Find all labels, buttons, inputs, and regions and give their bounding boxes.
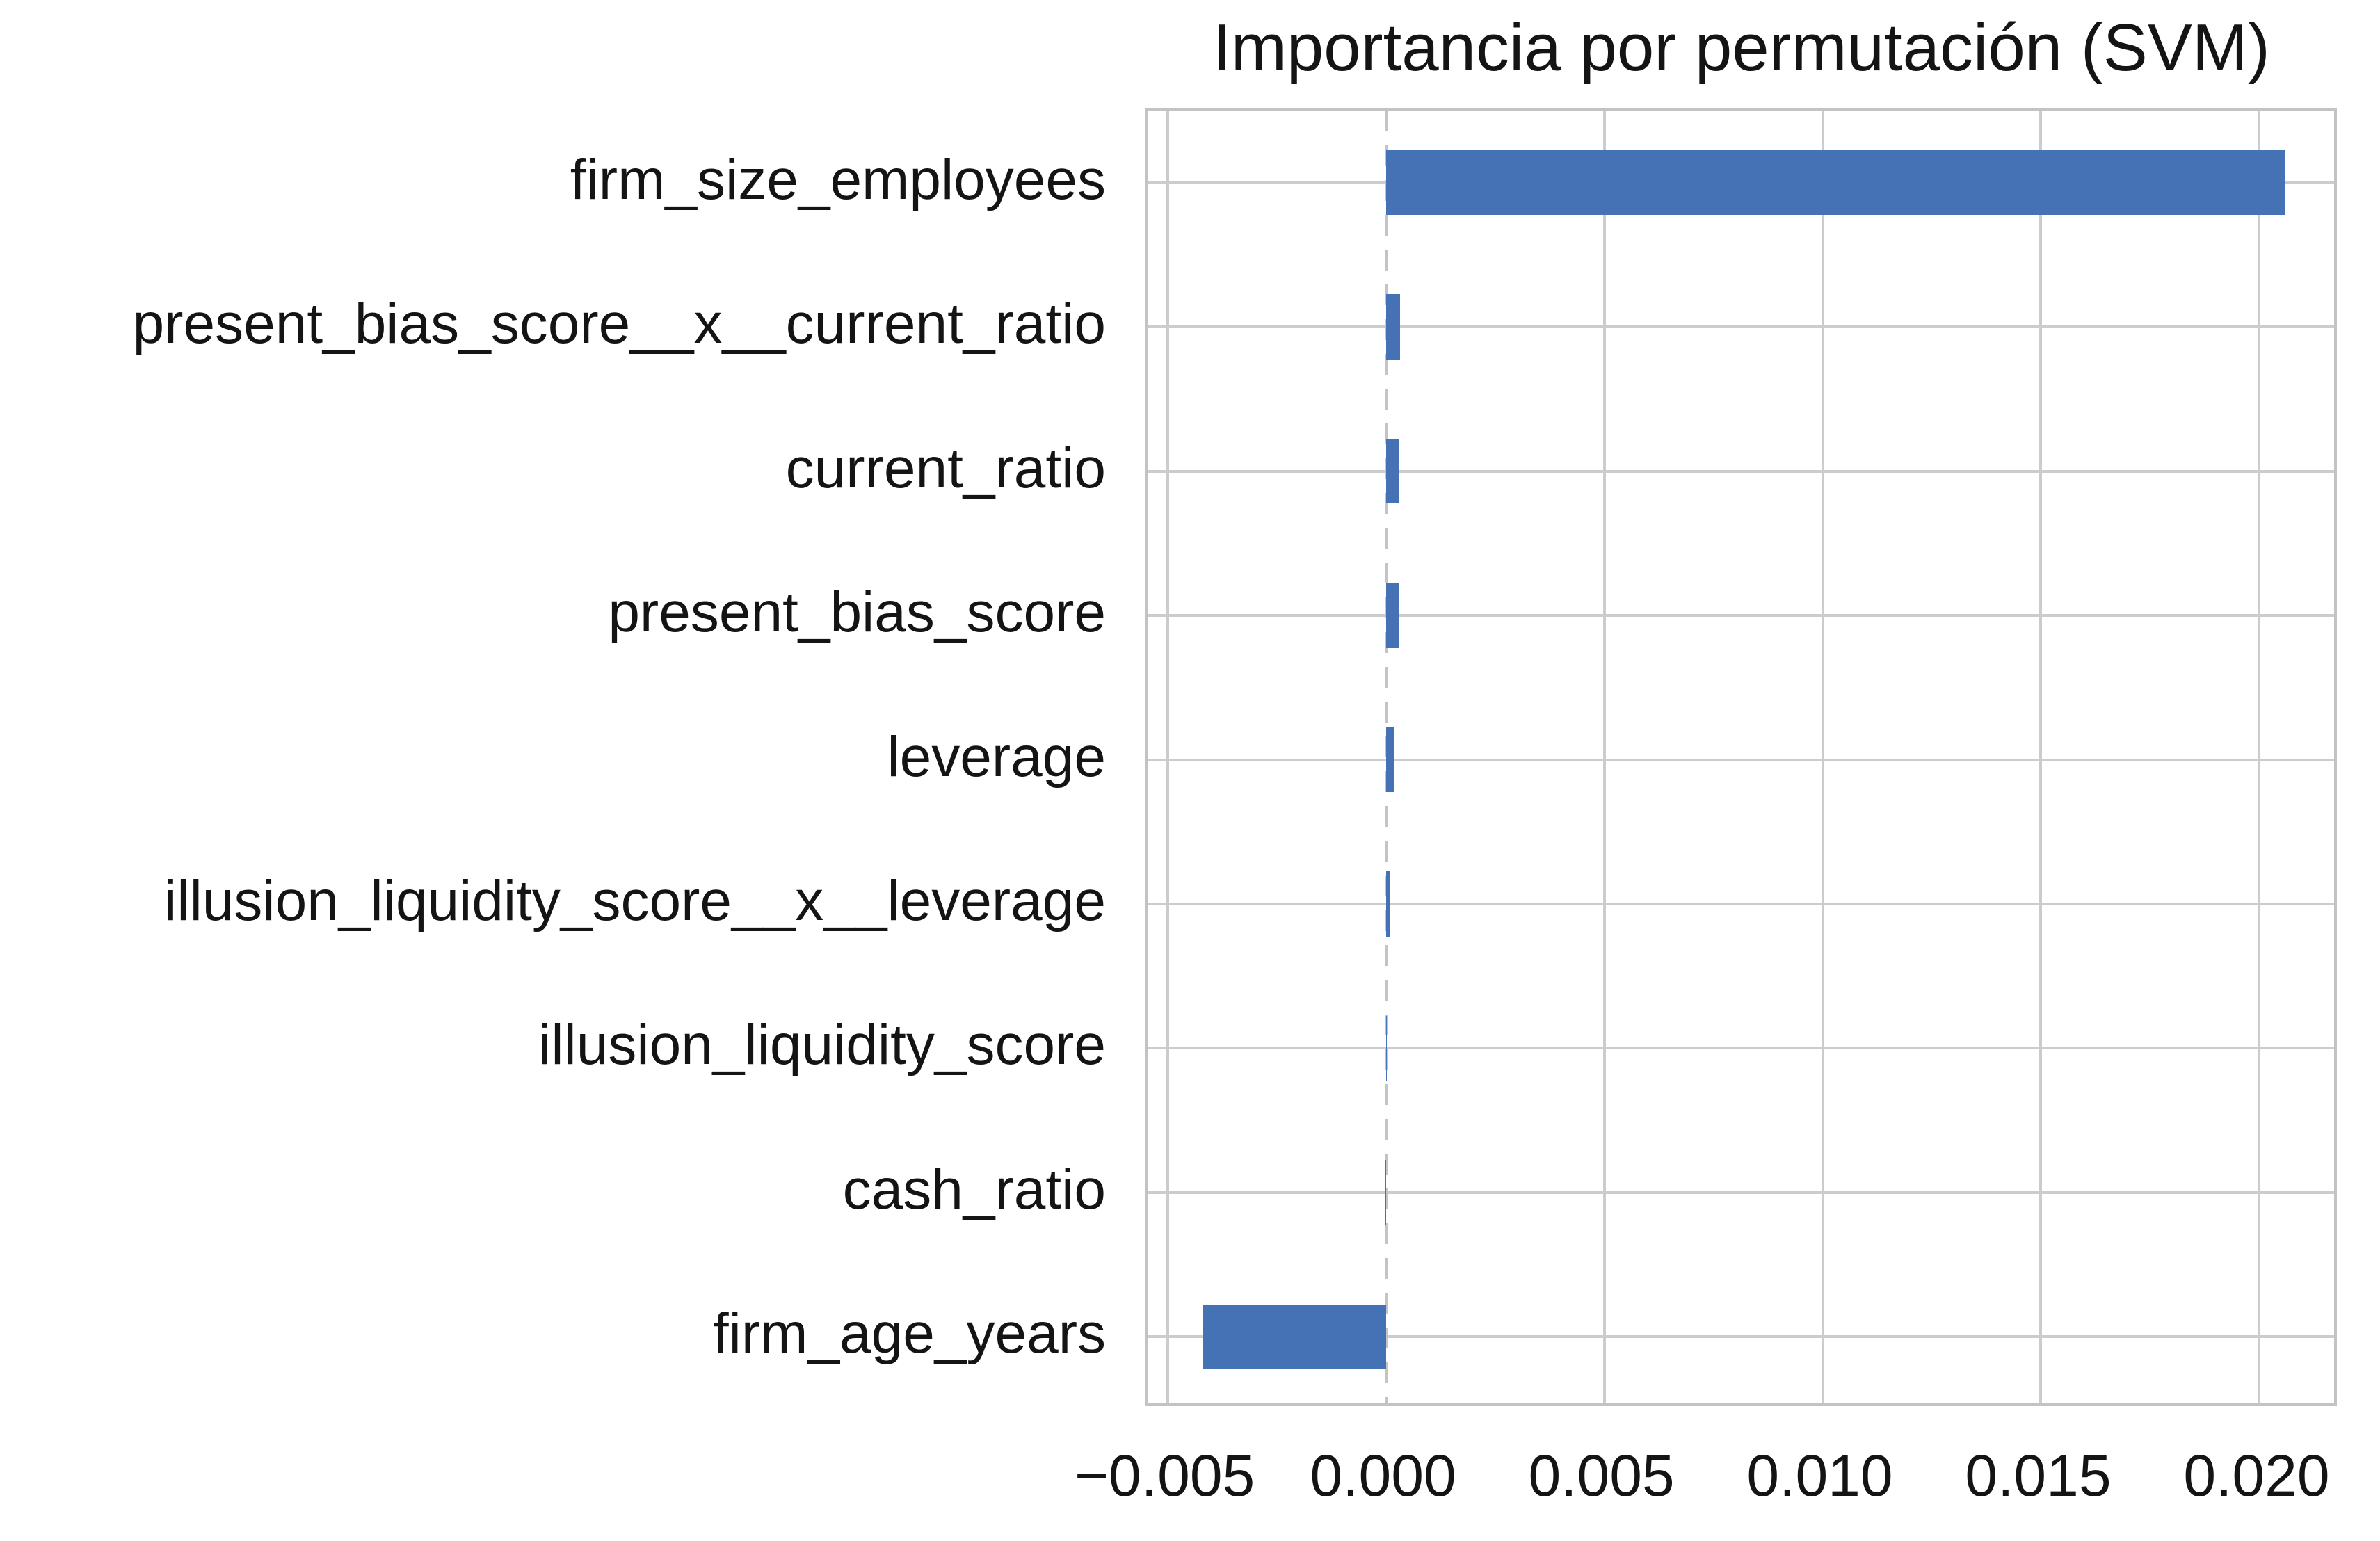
- y-tick-label: present_bias_score__x__current_ratio: [132, 292, 1106, 356]
- bar-present_bias_score: [1385, 583, 1399, 648]
- bar-illusion_liquidity_score__x__leverage: [1385, 871, 1390, 937]
- x-tick-label: 0.000: [1310, 1443, 1456, 1508]
- bar-leverage: [1385, 727, 1394, 793]
- x-tick-label: 0.015: [1965, 1443, 2112, 1508]
- x-tick-label: 0.020: [2183, 1443, 2330, 1508]
- x-tick-label: −0.005: [1074, 1443, 1255, 1508]
- bar-firm_size_employees: [1385, 150, 2286, 216]
- y-tick-label: leverage: [887, 725, 1106, 789]
- y-tick-label: illusion_liquidity_score__x__leverage: [164, 869, 1106, 933]
- y-tick-label: present_bias_score: [608, 581, 1106, 645]
- v-gridline: [2258, 111, 2261, 1403]
- h-gridline: [1148, 614, 2334, 618]
- x-tick-label: 0.010: [1746, 1443, 1893, 1508]
- v-gridline: [1166, 111, 1169, 1403]
- h-gridline: [1148, 902, 2334, 905]
- chart-title: Importancia por permutación (SVM): [1212, 10, 2270, 85]
- bar-illusion_liquidity_score: [1385, 1015, 1387, 1081]
- h-gridline: [1148, 1191, 2334, 1194]
- y-tick-label: cash_ratio: [842, 1157, 1106, 1221]
- y-tick-label: illusion_liquidity_score: [538, 1013, 1106, 1077]
- y-axis-labels: firm_size_employees present_bias_score__x…: [0, 108, 1106, 1406]
- y-tick-label: firm_age_years: [712, 1302, 1106, 1366]
- bar-firm_age_years: [1202, 1304, 1386, 1369]
- v-gridline: [2039, 111, 2043, 1403]
- v-gridline: [1821, 111, 1824, 1403]
- y-tick-label: current_ratio: [785, 436, 1106, 500]
- y-tick-label: firm_size_employees: [570, 147, 1106, 211]
- h-gridline: [1148, 758, 2334, 761]
- bar-current_ratio: [1385, 438, 1399, 504]
- h-gridline: [1148, 325, 2334, 329]
- x-tick-label: 0.005: [1528, 1443, 1675, 1508]
- h-gridline: [1148, 1047, 2334, 1050]
- h-gridline: [1148, 1335, 2334, 1339]
- bar-present_bias_score__x__current_ratio: [1385, 294, 1400, 360]
- h-gridline: [1148, 469, 2334, 473]
- plot-area: [1145, 108, 2337, 1406]
- v-gridline: [1602, 111, 1606, 1403]
